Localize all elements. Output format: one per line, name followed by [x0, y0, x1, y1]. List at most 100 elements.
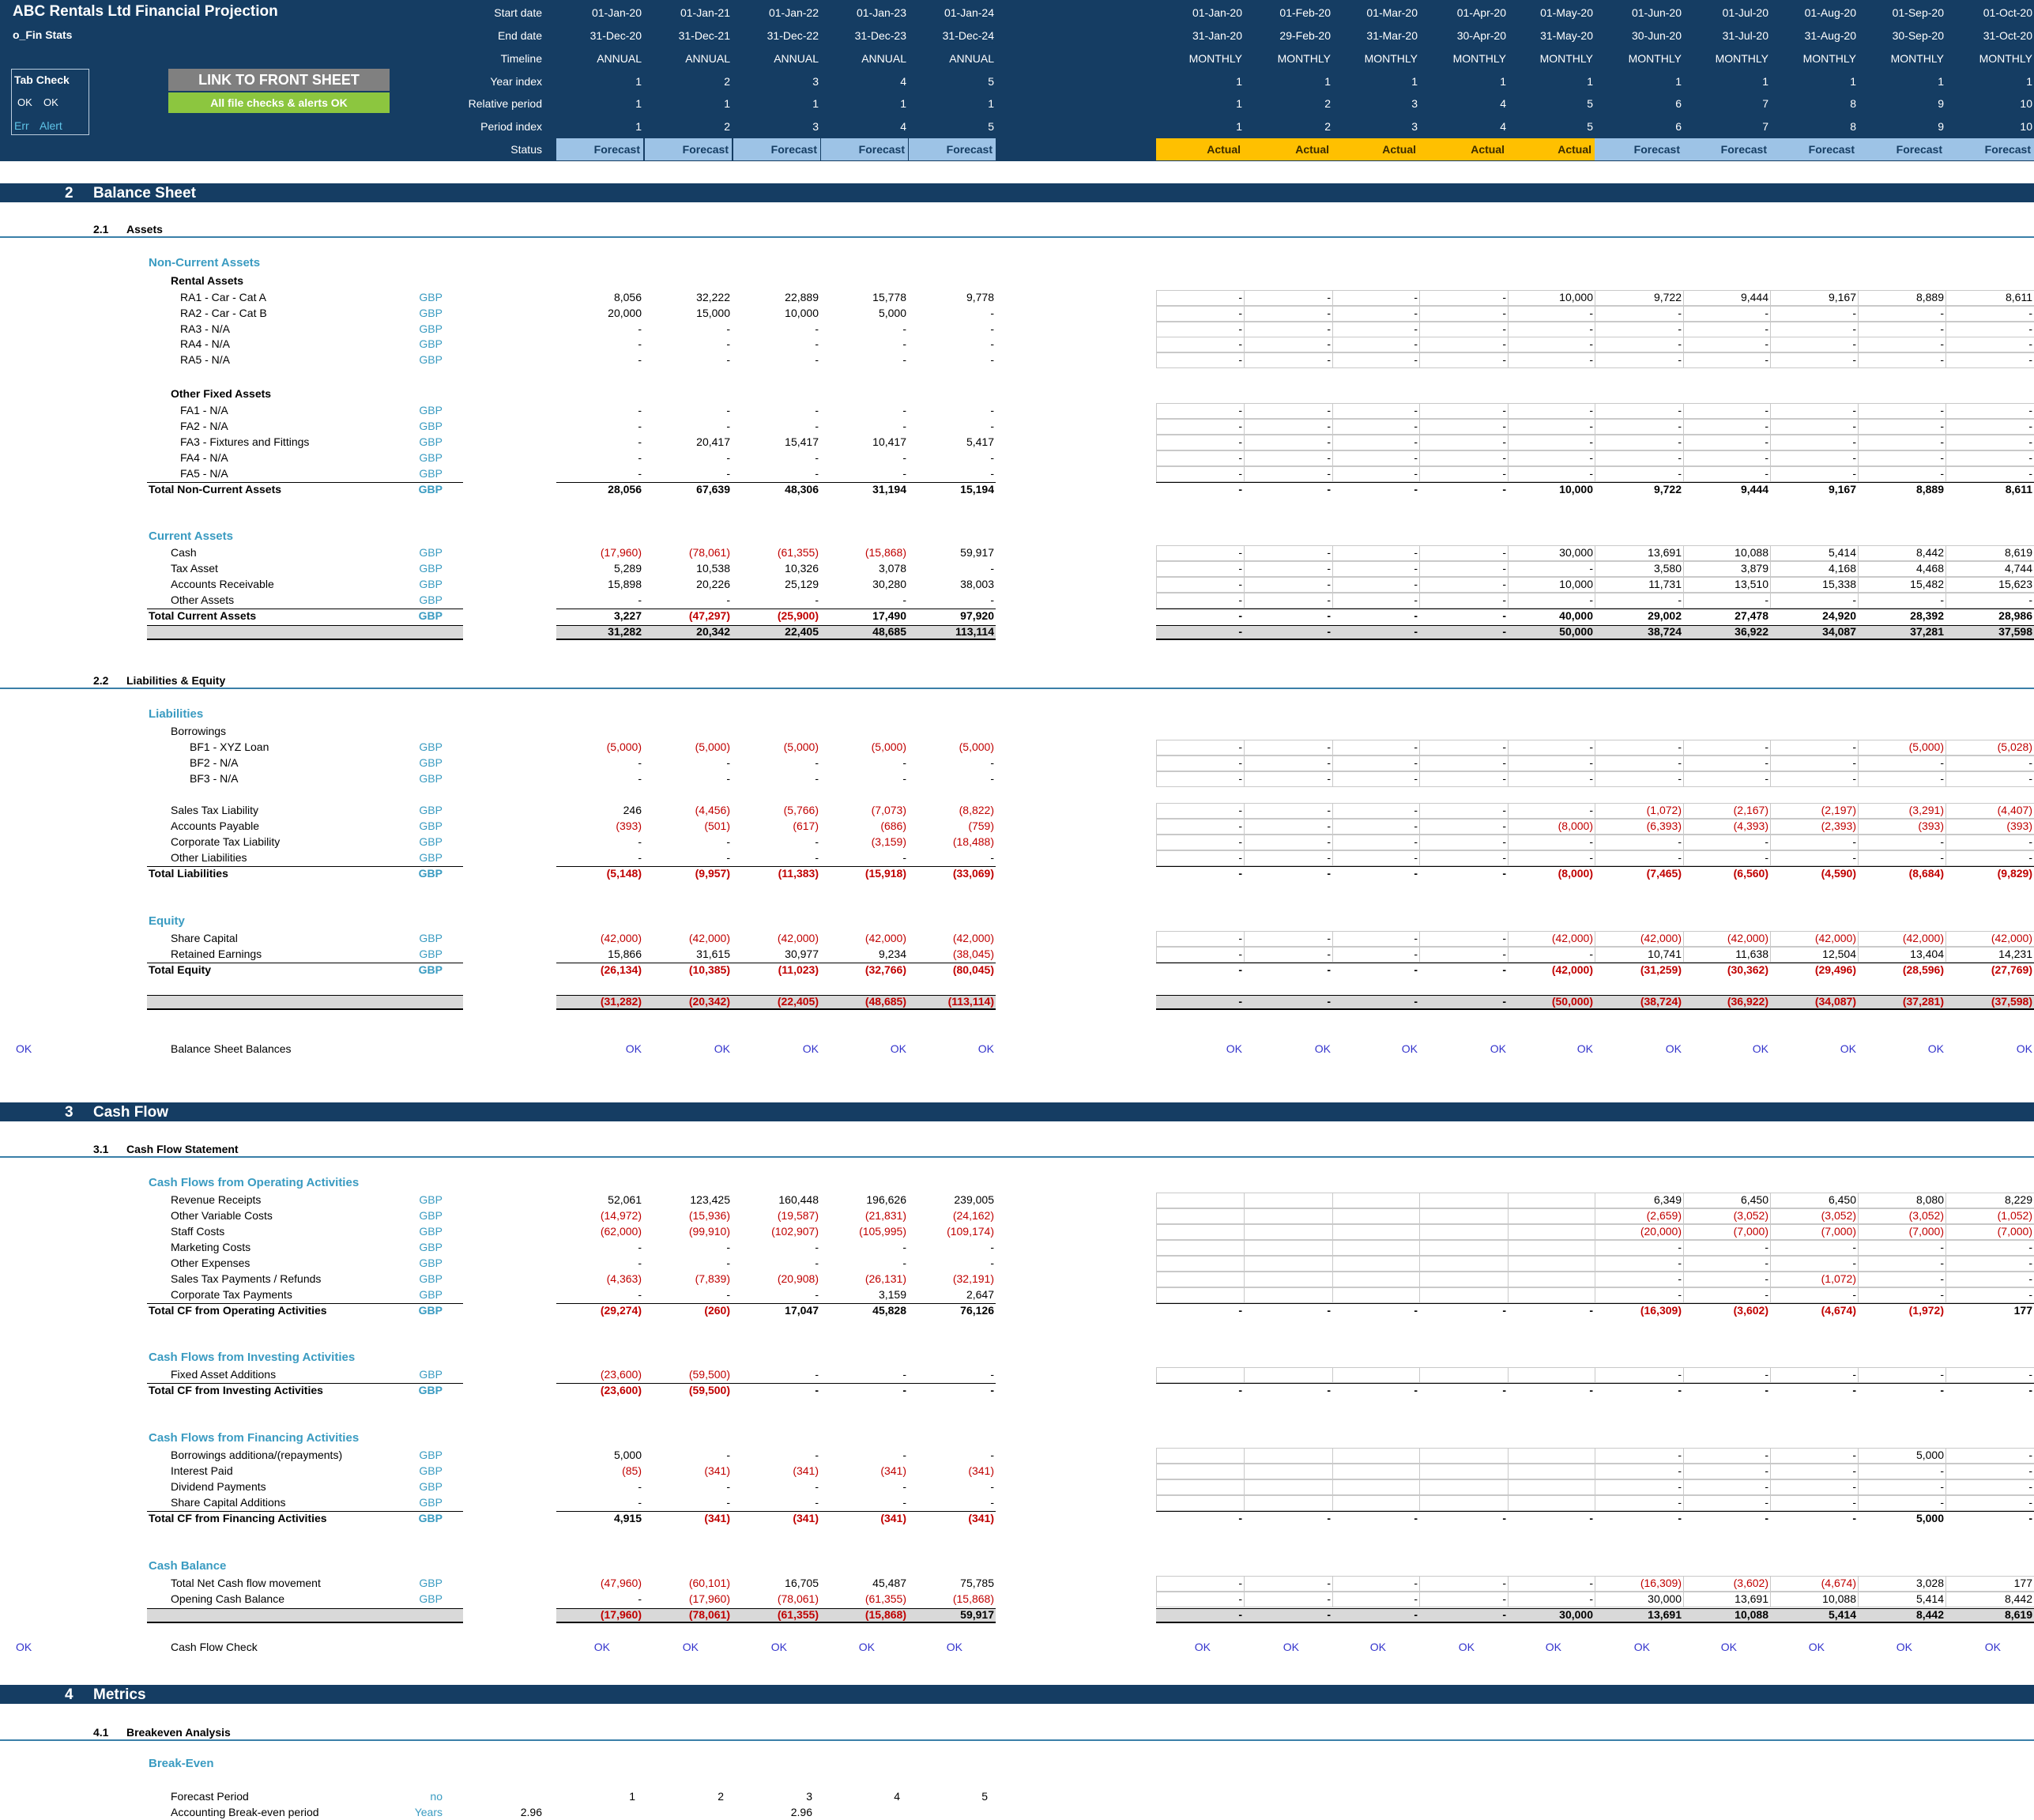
total-value-annual: (48,685)	[864, 995, 906, 1008]
total-value-monthly: 30,000	[1559, 1608, 1593, 1621]
value-monthly: -	[1414, 593, 1418, 606]
value-monthly: -	[1327, 467, 1331, 480]
value-monthly: (393)	[1918, 820, 1944, 832]
total-value-monthly: 5,000	[1915, 1512, 1944, 1524]
grid-line	[1945, 819, 1946, 835]
grid-line	[1332, 819, 1333, 835]
subsection-title: Assets	[126, 223, 163, 236]
grid-line	[1332, 1495, 1333, 1511]
total-value-annual: (78,061)	[688, 1608, 730, 1621]
value-monthly: -	[1589, 740, 1593, 753]
annual-timeline: ANNUAL	[685, 52, 730, 65]
value-monthly: 9,722	[1653, 291, 1682, 303]
grid-line	[1770, 1367, 1771, 1383]
value-monthly: -	[2028, 404, 2032, 416]
line-item-label: Staff Costs	[171, 1225, 225, 1238]
status-cell-forecast: Forecast	[909, 138, 996, 160]
check-ok-annual: OK	[977, 1042, 994, 1055]
total-rule	[1156, 1303, 2034, 1304]
status-cell-forecast: Forecast	[821, 138, 908, 160]
grid-line	[1945, 1367, 1946, 1383]
value-monthly: -	[1502, 435, 1506, 448]
currency-unit: GBP	[419, 1592, 443, 1605]
value-monthly: -	[1502, 772, 1506, 785]
grid-line	[1945, 947, 1946, 963]
grid-line	[1945, 1448, 1946, 1464]
grid-line	[1770, 561, 1771, 577]
monthly-timeline: MONTHLY	[1628, 52, 1682, 65]
value-monthly: 30,000	[1559, 546, 1593, 559]
grid-line	[1508, 466, 1509, 482]
link-to-front-sheet-button[interactable]: LINK TO FRONT SHEET	[168, 69, 390, 91]
value-monthly: -	[1678, 467, 1682, 480]
header-row-label: Status	[510, 143, 542, 156]
grid-line	[1156, 756, 1157, 771]
grid-line	[1945, 771, 1946, 787]
value-monthly: 14,231	[1998, 948, 2032, 960]
value-annual: 3,078	[878, 562, 906, 575]
total-value-monthly: (38,724)	[1640, 995, 1682, 1008]
value-monthly: -	[1852, 1288, 1856, 1301]
value-monthly: (393)	[2006, 820, 2032, 832]
check-ok-monthly: OK	[1226, 1042, 1242, 1055]
value-monthly: -	[1940, 772, 1944, 785]
total-value-monthly: -	[1414, 963, 1418, 976]
value-monthly: -	[1502, 1592, 1506, 1605]
grid-line	[1419, 466, 1420, 482]
total-label: Total CF from Investing Activities	[149, 1384, 323, 1396]
value-monthly: -	[1852, 1464, 1856, 1477]
value-monthly: -	[1238, 420, 1242, 432]
total-value-annual: -	[902, 1384, 906, 1396]
value-monthly: 3,580	[1653, 562, 1682, 575]
total-value-monthly: -	[1238, 963, 1242, 976]
value-annual: -	[726, 756, 730, 769]
total-value-monthly: 9,167	[1828, 483, 1856, 496]
value-monthly: -	[1238, 948, 1242, 960]
value-monthly: 13,510	[1735, 578, 1768, 590]
grid-line	[1508, 561, 1509, 577]
value-annual: -	[638, 337, 642, 350]
grid-line	[1858, 1592, 1859, 1607]
grid-line	[1332, 740, 1333, 756]
value-monthly: -	[1940, 307, 1944, 319]
total-rule	[1156, 866, 2034, 867]
grid-line	[1332, 835, 1333, 850]
value-annual: (17,960)	[600, 546, 642, 559]
value-monthly: -	[1852, 467, 1856, 480]
value-annual: (78,061)	[688, 546, 730, 559]
value-annual: -	[902, 353, 906, 366]
value-monthly: -	[1414, 740, 1418, 753]
value-annual: (4,456)	[695, 804, 730, 816]
value-monthly: -	[1765, 1257, 1768, 1269]
value-monthly: -	[1678, 1464, 1682, 1477]
grid-line	[1156, 352, 1157, 368]
total-value-monthly: 37,598	[1998, 625, 2032, 638]
value-monthly: (5,028)	[1997, 740, 2032, 753]
value-monthly: -	[1765, 451, 1768, 464]
grid-line	[1332, 1193, 1333, 1208]
value-annual: (99,910)	[688, 1225, 730, 1238]
value-monthly: 4,744	[2004, 562, 2032, 575]
check-ok-monthly: OK	[1194, 1641, 1211, 1653]
total-value-monthly: (34,087)	[1814, 995, 1856, 1008]
value-monthly: -	[1765, 1241, 1768, 1253]
grid-line	[1858, 1464, 1859, 1479]
value-annual: (5,766)	[783, 804, 819, 816]
monthly-period: 9	[1938, 120, 1944, 133]
monthly-start: 01-Feb-20	[1279, 6, 1331, 19]
grand-total-bar	[1156, 1608, 2034, 1623]
value-monthly: -	[1940, 851, 1944, 864]
total-value-monthly: -	[1327, 1608, 1331, 1621]
value-monthly: -	[1327, 291, 1331, 303]
total-label: Total CF from Financing Activities	[149, 1512, 327, 1524]
line-item-label: RA3 - N/A	[180, 322, 231, 335]
value-monthly: -	[2028, 322, 2032, 335]
value-monthly: -	[1327, 562, 1331, 575]
currency-unit: GBP	[419, 435, 443, 448]
total-value-monthly: (4,674)	[1821, 1304, 1856, 1317]
value-annual: (5,000)	[606, 740, 642, 753]
total-value-annual: 20,342	[696, 625, 730, 638]
value-monthly: (7,000)	[1908, 1225, 1944, 1238]
total-value-annual: (31,282)	[600, 995, 642, 1008]
header-row-label: Period index	[480, 120, 542, 133]
